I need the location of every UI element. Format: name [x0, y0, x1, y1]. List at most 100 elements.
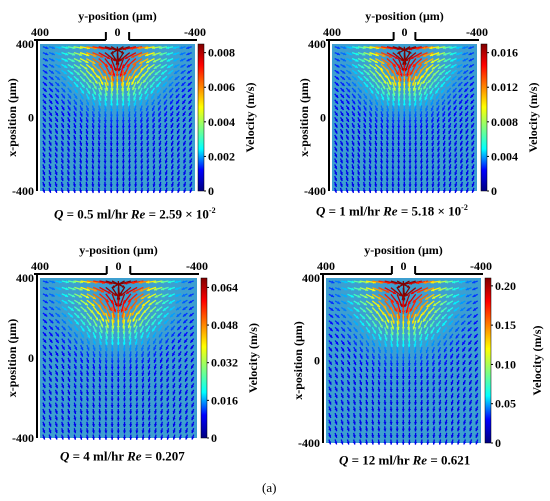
arrow-head	[345, 130, 349, 134]
arrow-head	[365, 401, 369, 405]
arrow-head	[139, 61, 143, 64]
arrow-head	[413, 103, 417, 107]
arrow-head	[389, 402, 393, 406]
arrow-head	[169, 95, 173, 99]
arrow-head	[134, 184, 138, 188]
arrow-head	[182, 307, 186, 310]
arrow-head	[471, 183, 475, 187]
arrow-head	[473, 314, 477, 318]
arrow-head	[132, 318, 136, 322]
arrow-head	[463, 394, 466, 399]
arrow-head	[414, 154, 418, 158]
arrow-head	[85, 131, 89, 135]
arrow-head	[392, 97, 396, 102]
arrow-head	[387, 92, 391, 96]
arrow-head	[73, 372, 77, 376]
arrow-head	[85, 178, 89, 182]
arrow-head	[89, 73, 93, 77]
arrow-head	[126, 313, 130, 317]
arrow-head	[335, 334, 339, 339]
arrow-head	[189, 183, 193, 187]
arrow-head	[368, 142, 372, 146]
arrow-head	[389, 375, 393, 379]
arrow-head	[88, 322, 92, 326]
arrow-head	[66, 183, 70, 188]
arrow-head	[152, 178, 156, 182]
arrow-head	[160, 410, 164, 415]
arrow-head	[374, 136, 378, 141]
arrow-head	[423, 318, 426, 322]
arrow-head	[153, 404, 157, 408]
arrow-head	[133, 102, 137, 107]
arrow-head	[368, 178, 372, 182]
arrow-head	[103, 143, 107, 147]
arrow-head	[66, 160, 70, 164]
arrow-head	[49, 100, 53, 104]
arrow-head	[43, 320, 47, 324]
arrow-head	[79, 113, 83, 117]
arrow-head	[431, 336, 435, 340]
arrow-head	[184, 372, 188, 376]
arrow-head	[189, 166, 193, 170]
arrow-head	[466, 301, 470, 304]
arrow-head	[154, 417, 158, 421]
arrow-head	[438, 368, 442, 372]
arrow-head	[98, 430, 102, 434]
arrow-head	[91, 436, 95, 440]
arrow-head	[128, 160, 132, 164]
y-tick-label: 400	[308, 37, 326, 51]
arrow-head	[365, 415, 369, 419]
arrow-head	[50, 70, 54, 74]
arrow-head	[92, 379, 96, 383]
arrow-head	[389, 369, 393, 373]
arrow-head	[119, 58, 123, 62]
arrow-head	[91, 148, 95, 152]
arrow-head	[389, 415, 393, 419]
arrow-head	[121, 284, 125, 288]
arrow-head	[180, 58, 184, 62]
panel-q-1: 400 0 -400 y-position (μm) 400 0 -400 x-positio…	[275, 0, 550, 235]
arrow-head	[408, 184, 412, 188]
arrow-head	[429, 90, 433, 95]
arrow-head	[79, 423, 83, 427]
arrow-head	[401, 338, 405, 342]
arrow-head	[86, 347, 90, 351]
arrow-head	[66, 189, 70, 193]
colorbar-tick-label: 0	[208, 184, 214, 198]
arrow-head	[161, 77, 166, 81]
arrow-head	[442, 119, 446, 123]
colorbar-tick-label: 0.008	[491, 115, 518, 129]
arrow-head	[182, 112, 186, 116]
arrow-head	[442, 125, 446, 129]
arrow-head	[334, 177, 337, 182]
arrow-head	[334, 171, 338, 176]
arrow-head	[391, 131, 395, 135]
arrow-head	[330, 307, 334, 311]
arrow-head	[74, 95, 78, 99]
arrow-head	[176, 307, 180, 311]
arrow-head	[68, 89, 72, 93]
arrow-head	[339, 160, 343, 164]
arrow-head	[54, 436, 58, 440]
arrow-head	[471, 118, 474, 122]
arrow-head	[449, 46, 453, 50]
arrow-head	[457, 70, 461, 74]
arrow-head	[454, 160, 458, 164]
arrow-head	[73, 366, 77, 370]
arrow-head	[135, 430, 139, 434]
arrow-head	[469, 428, 473, 432]
arrow-head	[459, 106, 463, 111]
arrow-head	[345, 148, 349, 152]
arrow-head	[128, 172, 132, 176]
arrow-head	[164, 136, 168, 140]
arrow-head	[401, 67, 404, 72]
arrow-head	[467, 314, 471, 318]
arrow-head	[121, 114, 125, 118]
arrow-head	[182, 100, 186, 104]
arrow-head	[164, 107, 167, 111]
arrow-head	[141, 360, 145, 364]
arrow-head	[379, 289, 383, 292]
arrow-head	[425, 113, 429, 117]
arrow-head	[158, 113, 162, 117]
arrow-head	[432, 401, 436, 406]
